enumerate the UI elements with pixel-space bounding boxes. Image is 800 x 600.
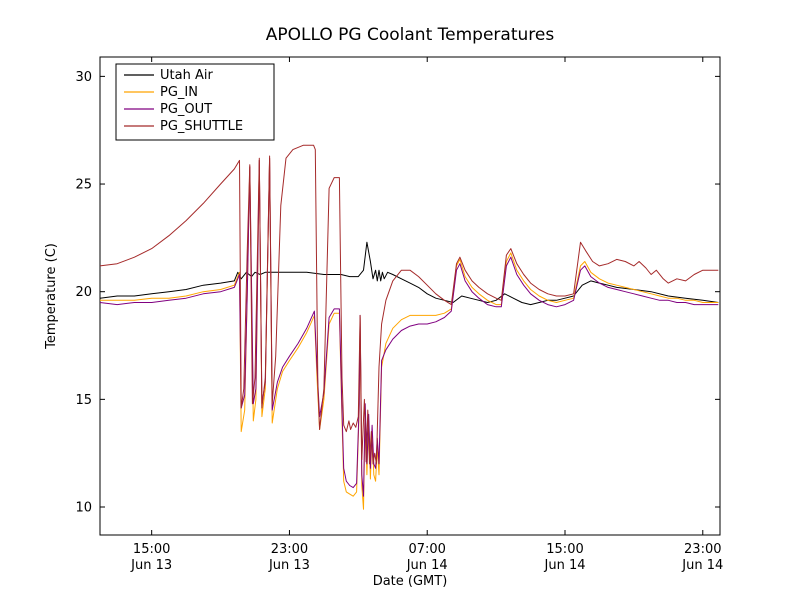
legend-label: Utah Air (160, 68, 213, 83)
y-tick-label: 20 (75, 285, 92, 300)
y-axis-label: Temperature (C) (44, 243, 59, 350)
x-tick-date-label: Jun 13 (268, 558, 310, 573)
x-axis-label: Date (GMT) (373, 574, 448, 589)
legend-box (115, 63, 275, 141)
series-line-pg-in (100, 157, 719, 510)
x-tick-time-label: 23:00 (271, 542, 308, 557)
x-tick-time-label: 15:00 (133, 542, 170, 557)
legend-label: PG_SHUTTLE (160, 119, 243, 134)
axes-frame (99, 56, 721, 536)
y-tick-label: 10 (75, 501, 92, 516)
legend-label: PG_IN (160, 85, 198, 100)
x-tick-date-label: Jun 14 (406, 558, 448, 573)
y-tick-label: 30 (75, 70, 92, 85)
x-tick-time-label: 07:00 (408, 542, 445, 557)
x-tick-date-label: Jun 13 (130, 558, 172, 573)
x-tick-time-label: 23:00 (684, 542, 721, 557)
x-tick-date-label: Jun 14 (544, 558, 586, 573)
chart-title: APOLLO PG Coolant Temperatures (266, 25, 555, 45)
x-tick-date-label: Jun 14 (681, 558, 723, 573)
series-line-pg-shuttle (99, 144, 719, 465)
series-line-pg-out (99, 157, 719, 497)
legend-label: PG_OUT (160, 102, 212, 117)
series-line-utah-air (99, 241, 719, 306)
y-tick-label: 15 (75, 393, 92, 408)
y-tick-label: 25 (75, 178, 92, 193)
x-tick-time-label: 15:00 (546, 542, 583, 557)
